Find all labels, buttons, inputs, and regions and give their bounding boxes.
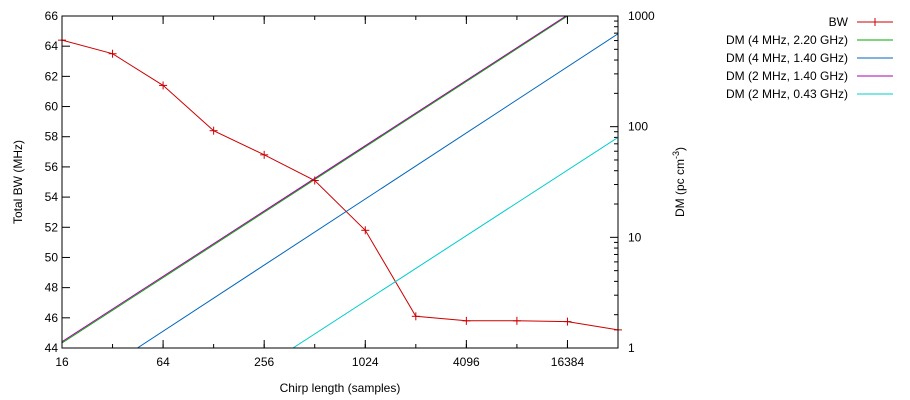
x-tick-label: 1024 — [352, 355, 379, 369]
data-point-bw — [563, 317, 572, 326]
left-y-tick-label: 52 — [45, 220, 59, 234]
x-tick-label: 16384 — [551, 355, 585, 369]
x-tick-label: 256 — [254, 355, 274, 369]
x-tick-label: 4096 — [453, 355, 480, 369]
data-point-bw — [310, 176, 319, 185]
right-y-tick-label: 1000 — [628, 9, 655, 23]
right-y-axis-title-superscript: -3 — [671, 151, 681, 159]
left-y-tick-label: 54 — [45, 190, 59, 204]
x-tick-label: 16 — [55, 355, 69, 369]
x-tick-label: 64 — [156, 355, 170, 369]
data-point-bw — [361, 226, 370, 235]
left-y-tick-label: 62 — [45, 69, 59, 83]
right-y-tick-label: 100 — [628, 120, 648, 134]
right-y-tick-label: 1 — [628, 341, 635, 355]
data-point-bw — [209, 126, 218, 135]
data-point-bw — [260, 150, 269, 159]
left-y-tick-label: 44 — [45, 341, 59, 355]
legend-label: DM (4 MHz, 2.20 GHz) — [726, 33, 848, 47]
right-axis-ticks: 1 10 100 1000 — [610, 9, 655, 355]
data-point-bw — [462, 316, 471, 325]
legend-label: DM (2 MHz, 1.40 GHz) — [726, 69, 848, 83]
right-y-axis-title-close: ) — [673, 147, 687, 151]
legend-label: DM (2 MHz, 0.43 GHz) — [726, 87, 848, 101]
right-y-tick-label: 10 — [628, 230, 642, 244]
legend-label: DM (4 MHz, 1.40 GHz) — [726, 51, 848, 65]
left-y-tick-label: 50 — [45, 250, 59, 264]
plot-frame — [61, 15, 619, 349]
series-clip-group — [62, 16, 618, 348]
left-y-tick-label: 66 — [45, 9, 59, 23]
left-axis-ticks: 44 46 48 50 52 54 56 58 60 62 64 66 — [45, 9, 70, 355]
data-point-bw — [108, 49, 117, 58]
left-y-tick-label: 64 — [45, 39, 59, 53]
data-point-bw — [411, 312, 420, 321]
left-y-axis-title: Total BW (MHz) — [11, 140, 25, 224]
series-line-bw — [62, 39, 618, 331]
right-y-axis-title-main: DM (pc cm — [673, 159, 687, 217]
legend: BW DM (4 MHz, 2.20 GHz) DM (4 MHz, 1.40 GH… — [726, 15, 893, 101]
right-y-axis-title: DM (pc cm-3) — [671, 147, 687, 217]
series-line-dm-2-mhz-0-43-ghz — [292, 136, 618, 348]
left-y-tick-label: 56 — [45, 160, 59, 174]
data-point-bw — [159, 81, 168, 90]
left-y-tick-label: 46 — [45, 311, 59, 325]
x-axis-title: Chirp length (samples) — [280, 381, 401, 395]
series-line-dm-4-mhz-1-40-ghz — [137, 33, 618, 348]
left-y-tick-label: 60 — [45, 100, 59, 114]
legend-label: BW — [829, 15, 849, 29]
data-point-bw — [512, 316, 521, 325]
series-layer — [58, 16, 622, 348]
left-y-tick-label: 48 — [45, 281, 59, 295]
left-y-tick-label: 58 — [45, 130, 59, 144]
